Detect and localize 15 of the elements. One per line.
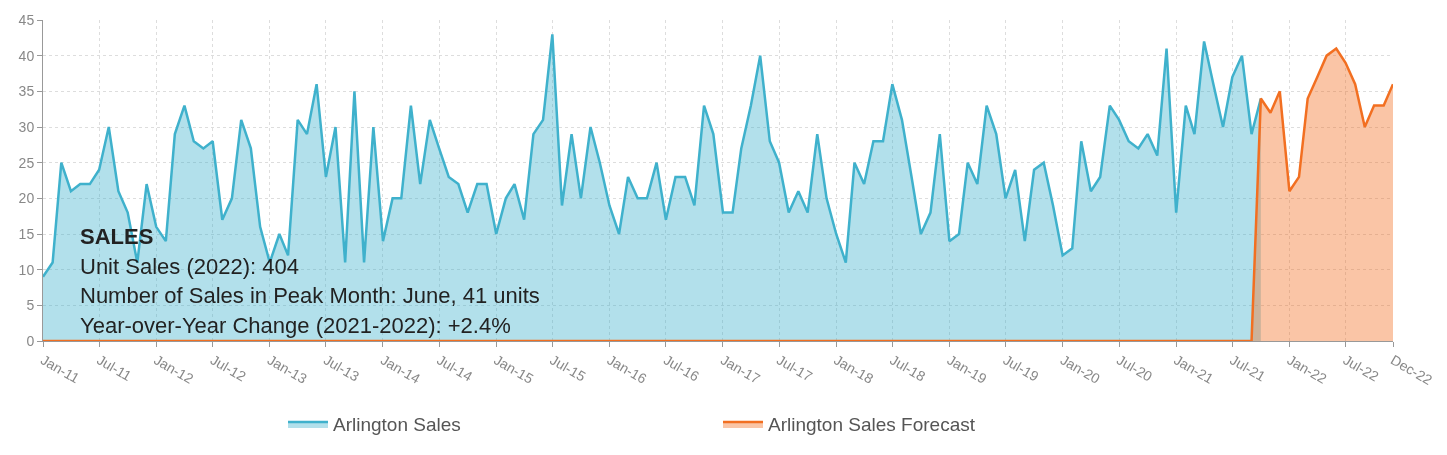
- y-tick-label: 35: [18, 83, 35, 100]
- y-tick-label: 30: [18, 118, 35, 135]
- y-tick-label: 5: [26, 297, 35, 314]
- y-tick-label: 25: [18, 154, 35, 171]
- y-tick-label: 20: [18, 190, 35, 207]
- annotation: Number of Sales in Peak Month: June, 41 units: [80, 283, 540, 308]
- y-tick-label: 40: [18, 47, 35, 64]
- y-tick-label: 0: [26, 332, 35, 349]
- legend-label: Arlington Sales Forecast: [768, 414, 976, 436]
- annotation: Unit Sales (2022): 404: [80, 254, 299, 279]
- y-tick-label: 15: [18, 225, 35, 242]
- y-tick-label: 45: [18, 11, 35, 28]
- y-tick-label: 10: [18, 261, 35, 278]
- annotation: Year-over-Year Change (2021-2022): +2.4%: [80, 313, 511, 338]
- legend-label: Arlington Sales: [333, 414, 461, 436]
